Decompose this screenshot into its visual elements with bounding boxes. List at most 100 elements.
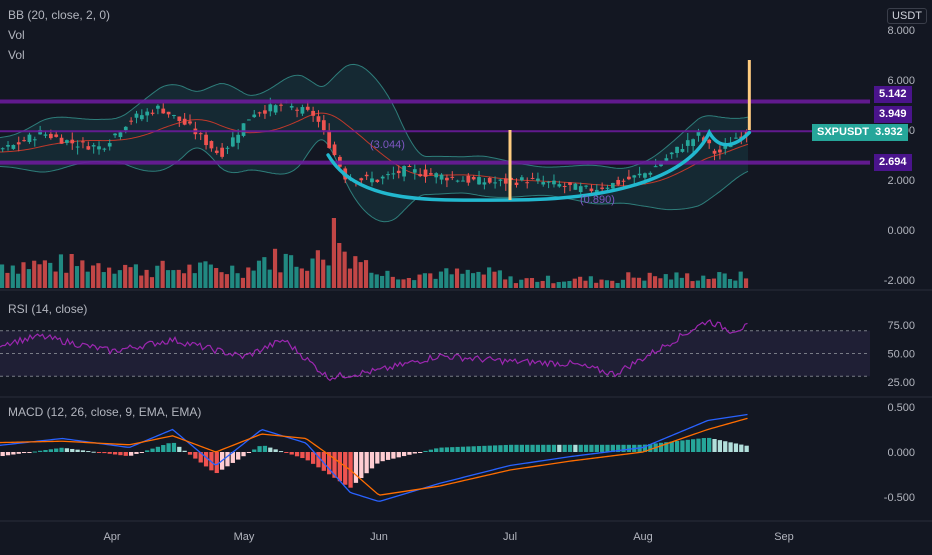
candle-body <box>75 146 80 148</box>
macd-histogram-bar <box>455 446 460 452</box>
volume-bar <box>299 268 304 288</box>
macd-histogram-bar <box>707 437 712 452</box>
volume-bar <box>176 269 181 288</box>
volume-bar <box>139 275 144 288</box>
macd-histogram-bar <box>284 452 289 453</box>
macd-histogram-bar <box>166 443 171 452</box>
macd-histogram-bar <box>353 452 359 483</box>
candle-body <box>27 134 32 143</box>
candle-body <box>653 166 658 168</box>
volume-bar <box>251 270 256 288</box>
candle-body <box>664 158 669 161</box>
candle-body <box>503 178 508 184</box>
volume-bar <box>674 272 679 288</box>
volume-bar <box>578 276 583 288</box>
candle-body <box>295 109 299 111</box>
macd-histogram-bar <box>86 451 91 453</box>
volume-bar <box>337 243 342 288</box>
time-axis-tick: Apr <box>103 531 120 543</box>
currency-selector[interactable]: USDT <box>887 8 927 24</box>
volume-bar <box>610 280 615 288</box>
time-axis-tick: Sep <box>774 531 794 543</box>
volume-bar <box>663 274 668 288</box>
macd-histogram-bar <box>150 448 155 452</box>
candle-body <box>0 148 5 150</box>
macd-histogram-bar <box>32 451 37 453</box>
candle-body <box>59 137 64 144</box>
volume-bar <box>96 263 101 288</box>
macd-histogram-bar <box>514 444 519 452</box>
volume-bar <box>449 274 454 288</box>
macd-histogram-bar <box>690 439 696 452</box>
macd-histogram-bar <box>112 452 118 455</box>
volume-bar <box>101 272 106 288</box>
candle-body <box>562 186 567 188</box>
volume-bar <box>743 278 749 288</box>
candle-body <box>428 173 433 175</box>
candle-body <box>327 130 332 148</box>
volume-bar <box>497 270 502 288</box>
vol-label-secondary[interactable]: Vol <box>8 48 25 62</box>
macd-histogram-bar <box>621 444 626 452</box>
macd-histogram-bar <box>5 452 11 456</box>
candle-body <box>279 104 283 106</box>
candle-body <box>546 181 551 183</box>
volume-bar <box>706 279 711 288</box>
volume-bar <box>385 270 390 288</box>
volume-bar <box>347 268 353 288</box>
macd-label[interactable]: MACD (12, 26, close, 9, EMA, EMA) <box>8 405 202 419</box>
macd-histogram-bar <box>391 452 396 459</box>
candle-body <box>610 182 615 189</box>
volume-bar <box>380 275 385 288</box>
bb-indicator-label[interactable]: BB (20, close, 2, 0) <box>8 8 111 22</box>
candle-body <box>541 182 546 185</box>
macd-histogram-bar <box>11 452 16 455</box>
macd-histogram-bar <box>123 452 128 456</box>
macd-histogram-bar <box>460 446 466 452</box>
volume-bar <box>476 271 481 288</box>
candle-body <box>359 178 364 181</box>
candle-body <box>680 149 685 152</box>
macd-histogram-bar <box>562 444 567 452</box>
macd-histogram-bar <box>728 442 733 452</box>
macd-histogram-bar <box>27 452 32 453</box>
macd-histogram-bar <box>252 449 257 452</box>
candle-body <box>91 145 96 147</box>
rsi-label[interactable]: RSI (14, close) <box>8 302 88 316</box>
macd-histogram-bar <box>91 451 96 453</box>
volume-bar <box>454 268 460 288</box>
volume-bar <box>626 272 631 288</box>
macd-histogram-bar <box>139 452 144 453</box>
macd-histogram-bar <box>487 445 492 452</box>
volume-bar <box>294 266 299 288</box>
candle-body <box>230 137 235 147</box>
vol-label[interactable]: Vol <box>8 28 25 42</box>
macd-histogram-bar <box>546 444 551 452</box>
volume-bar <box>636 277 642 288</box>
macd-histogram-bar <box>369 452 375 469</box>
macd-histogram-bar <box>648 443 653 452</box>
volume-bar <box>128 267 133 288</box>
candle-body <box>300 107 305 114</box>
time-axis-tick: May <box>234 531 255 543</box>
macd-histogram-bar <box>744 445 749 452</box>
macd-histogram-bar <box>396 452 401 458</box>
volume-bar <box>390 276 395 288</box>
volume-bar <box>64 272 69 288</box>
macd-histogram-bar <box>567 444 573 452</box>
candle-body <box>386 174 390 176</box>
macd-histogram-bar <box>294 452 300 457</box>
macd-histogram-bar <box>583 444 589 452</box>
candle-body <box>380 176 385 179</box>
price-axis-tick: -2.000 <box>884 275 915 287</box>
macd-histogram-bar <box>182 450 187 452</box>
macd-histogram-bar <box>503 444 508 452</box>
volume-bar <box>642 280 647 288</box>
macd-histogram-bar <box>498 445 503 452</box>
volume-bar <box>460 273 465 288</box>
time-axis-tick: Jul <box>503 531 517 543</box>
candle-body <box>573 183 578 190</box>
volume-bar <box>240 277 246 288</box>
